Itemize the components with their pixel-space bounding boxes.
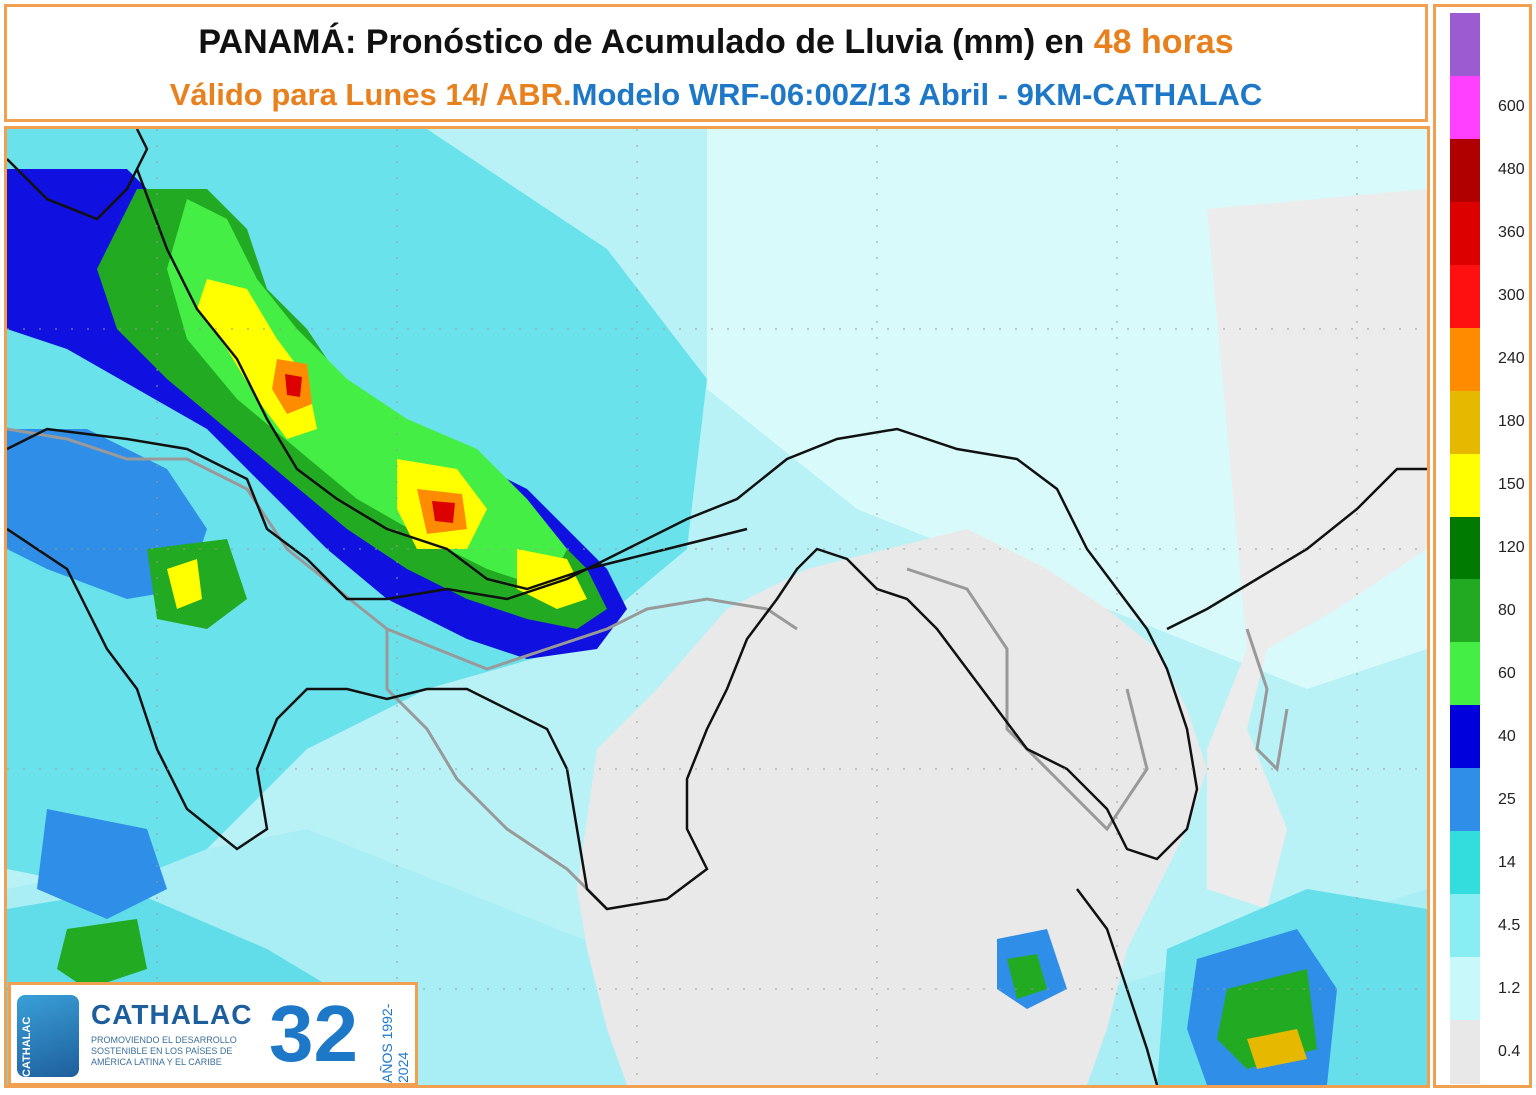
logo-tagline: PROMOVIENDO EL DESARROLLO SOSTENIBLE EN … <box>91 1035 237 1067</box>
border-costa-rica <box>135 168 748 591</box>
legend-swatch <box>1450 1020 1480 1084</box>
legend-label: 4.5 <box>1498 916 1521 934</box>
legend-label: 14 <box>1498 853 1516 871</box>
legend-swatch <box>1450 831 1480 896</box>
title: PANAMÁ: Pronóstico de Acumulado de Lluvi… <box>7 23 1425 62</box>
legend-label: 25 <box>1498 790 1516 808</box>
coastline-west <box>7 129 149 221</box>
cathalac-logo: CATHALAC CATHALAC PROMOVIENDO EL DESARRO… <box>8 982 418 1086</box>
legend-label: 240 <box>1498 350 1525 368</box>
legend-swatch <box>1450 579 1480 644</box>
dry-land-area-east <box>1207 189 1427 909</box>
logo-years: AÑOS 1992-2024 <box>379 1003 411 1083</box>
legend-swatch <box>1450 957 1480 1022</box>
legend-swatch <box>1450 13 1480 77</box>
legend-label: 480 <box>1498 161 1525 179</box>
legend-label: 120 <box>1498 539 1525 556</box>
legend-swatch <box>1450 642 1480 707</box>
title-period: 48 horas <box>1093 23 1234 61</box>
legend-swatch <box>1450 327 1480 392</box>
legend-label: 80 <box>1498 601 1516 619</box>
legend-label: 600 <box>1498 98 1525 116</box>
country-border-grey-2 <box>385 629 609 911</box>
logo-vertical-text: CATHALAC <box>21 1016 33 1078</box>
country-border-grey <box>7 427 798 671</box>
legend-swatch <box>1450 894 1480 959</box>
legend-swatch <box>1450 516 1480 581</box>
model-info: Modelo WRF-06:00Z/13 Abril - 9KM-CATHALA… <box>571 77 1263 112</box>
legend-swatch <box>1450 705 1480 770</box>
logo-name: CATHALAC <box>91 999 253 1030</box>
legend-label: 300 <box>1498 287 1525 305</box>
legend-swatch <box>1450 390 1480 455</box>
legend-label: 40 <box>1498 727 1516 745</box>
gulf-of-uraba <box>1245 628 1289 773</box>
legend-label: 360 <box>1498 224 1525 242</box>
legend-label: 60 <box>1498 664 1516 682</box>
legend-swatch <box>1450 453 1480 518</box>
rain-core-orange-3 <box>1247 1029 1307 1069</box>
rain-band-blue-3 <box>37 809 167 919</box>
legend-swatch <box>1450 75 1480 140</box>
legend-swatch <box>1450 768 1480 833</box>
rainfall-map <box>4 126 1430 1088</box>
cathalac-emblem: CATHALAC <box>17 995 79 1077</box>
title-main: PANAMÁ: Pronóstico de Acumulado de Lluvi… <box>198 23 1094 61</box>
subtitle: Válido para Lunes 14/ ABR.Modelo WRF-06:… <box>7 77 1425 113</box>
legend-label: 180 <box>1498 413 1525 431</box>
map-canvas <box>7 129 1427 1085</box>
country-border-grey-3 <box>906 567 1149 832</box>
rain-core-yellow-4 <box>167 559 202 609</box>
valid-date: Válido para Lunes 14/ ABR. <box>169 77 572 112</box>
rain-band-green-small-2 <box>57 919 147 989</box>
legend-colorbar: 600 480 360 300 240 180 150 120 80 60 40 25 14 4.5 1.2… <box>1450 13 1525 1084</box>
color-scale-legend: 600 480 360 300 240 180 150 120 80 60 40 25 14 4.5 1.2… <box>1433 4 1532 1088</box>
legend-swatch <box>1450 138 1480 203</box>
coastline-colombia <box>1166 467 1427 631</box>
legend-swatch <box>1450 264 1480 329</box>
rain-core-yellow-3 <box>517 549 587 609</box>
coastline-north <box>7 427 1199 911</box>
legend-swatch <box>1450 201 1480 266</box>
rain-band-green-small-4 <box>1007 954 1047 999</box>
legend-label: 1.2 <box>1498 979 1521 997</box>
rain-core-red <box>285 374 302 397</box>
logo-anniversary: 32 <box>269 989 358 1078</box>
rain-core-red-2 <box>432 501 455 523</box>
title-panel: PANAMÁ: Pronóstico de Acumulado de Lluvi… <box>4 4 1428 122</box>
legend-label: 0.4 <box>1498 1042 1521 1060</box>
legend-label: 150 <box>1498 476 1525 494</box>
